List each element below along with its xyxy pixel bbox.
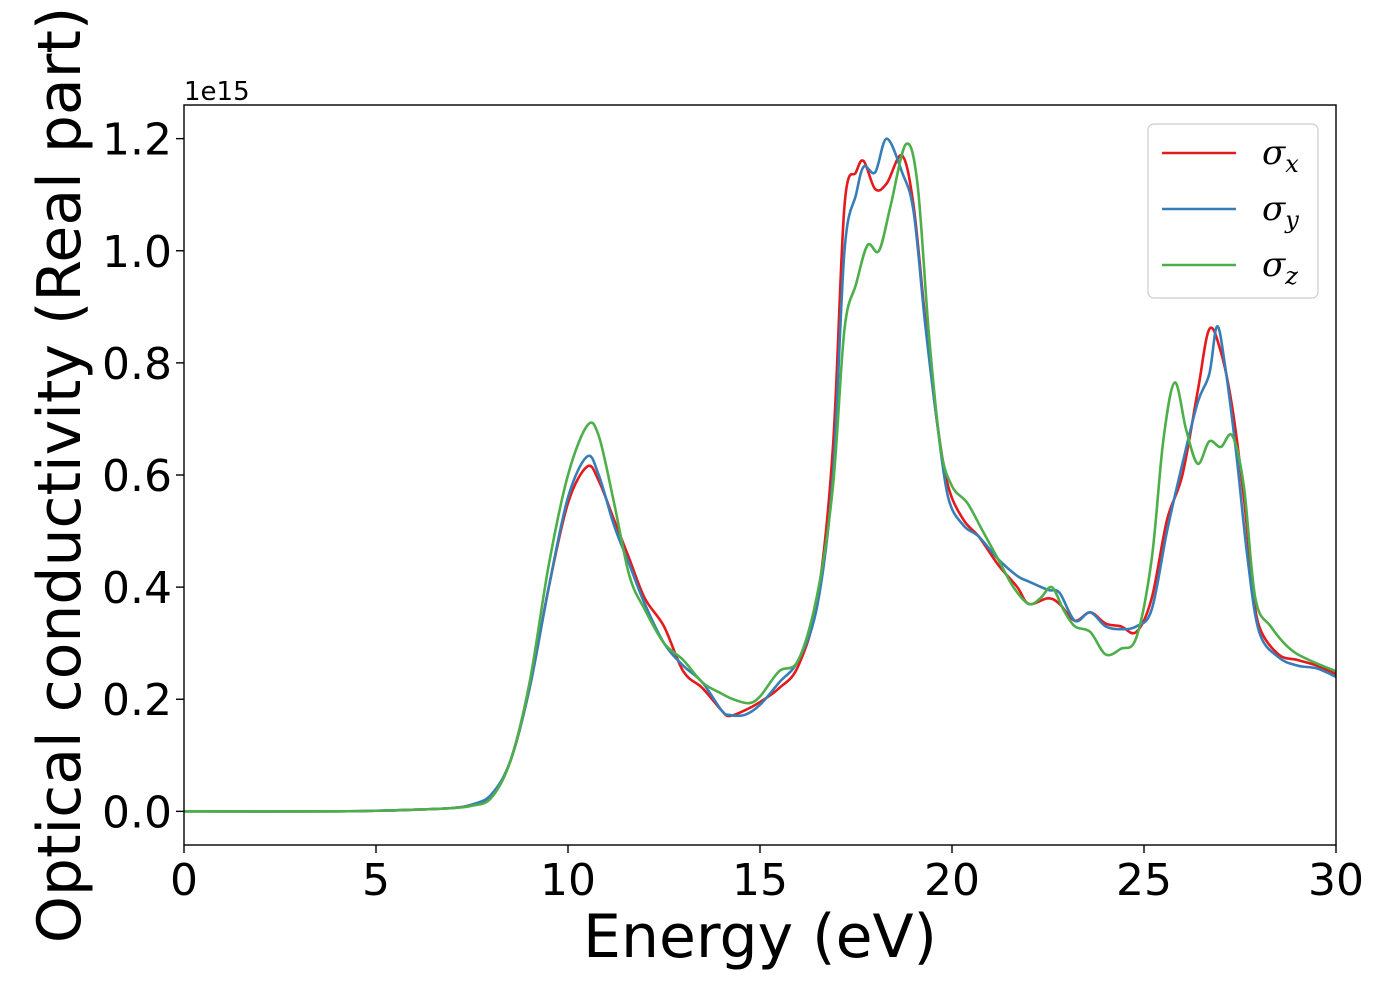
x-tick-label: 25 <box>1116 855 1172 906</box>
y-tick-label: 1.2 <box>102 115 172 166</box>
y-axis-label: Optical conductivity (Real part) <box>25 7 95 944</box>
plot-area <box>184 105 1336 845</box>
x-tick-label: 15 <box>732 855 788 906</box>
legend-label-y: σy <box>1262 189 1299 234</box>
x-tick-label: 5 <box>362 855 390 906</box>
x-tick-label: 30 <box>1308 855 1364 906</box>
y-tick-label: 0.4 <box>102 563 172 614</box>
x-tick-label: 20 <box>924 855 980 906</box>
legend: σx σy σz <box>1147 123 1319 299</box>
series-line-y <box>184 137 1336 813</box>
y-offset-text: 1e15 <box>184 77 250 107</box>
x-tick-label: 0 <box>170 855 198 906</box>
y-tick-label: 0.2 <box>102 675 172 726</box>
legend-box <box>1147 123 1319 299</box>
y-tick-label: 1.0 <box>102 227 172 278</box>
y-axis: 0.0 0.2 0.4 0.6 0.8 1.0 1.2 <box>102 115 184 838</box>
y-tick-label: 0.6 <box>102 451 172 502</box>
x-axis-label: Energy (eV) <box>583 902 937 972</box>
y-tick-label: 0.8 <box>102 339 172 390</box>
y-tick-label: 0.0 <box>102 787 172 838</box>
x-tick-label: 10 <box>540 855 596 906</box>
legend-label-x: σx <box>1262 133 1299 178</box>
series-line-z <box>184 142 1336 813</box>
x-axis: 0 5 10 15 20 25 30 <box>170 845 1364 906</box>
legend-label-z: σz <box>1262 245 1298 290</box>
series-layer <box>184 137 1336 813</box>
